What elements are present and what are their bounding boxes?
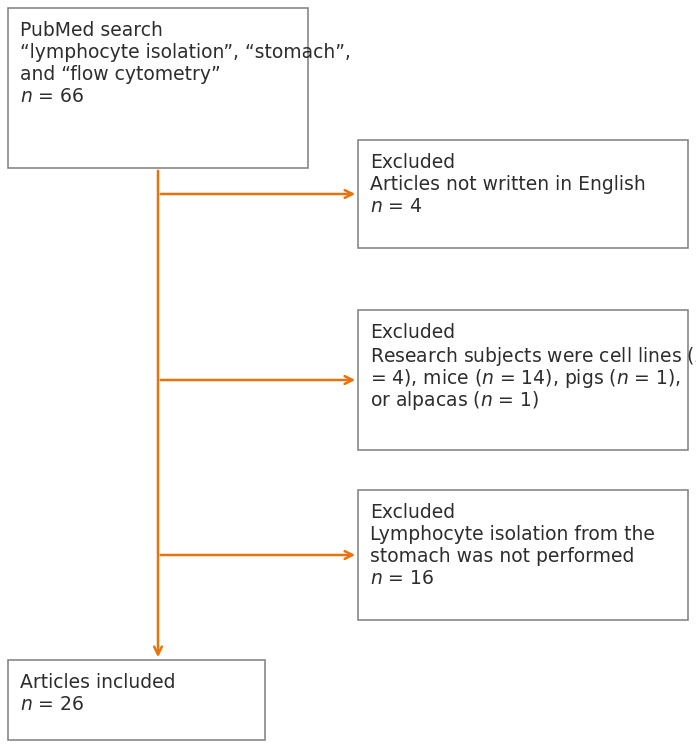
Text: Articles not written in English: Articles not written in English xyxy=(370,175,646,194)
Bar xyxy=(358,140,688,248)
Text: Excluded: Excluded xyxy=(370,153,455,172)
Text: “lymphocyte isolation”, “stomach”,: “lymphocyte isolation”, “stomach”, xyxy=(20,43,351,62)
Text: Excluded: Excluded xyxy=(370,503,455,522)
Bar xyxy=(8,8,308,168)
Text: PubMed search: PubMed search xyxy=(20,21,163,40)
Text: $n$ = 4: $n$ = 4 xyxy=(370,197,422,216)
Text: $n$ = 26: $n$ = 26 xyxy=(20,695,84,714)
Text: = 4), mice ($n$ = 14), pigs ($n$ = 1),: = 4), mice ($n$ = 14), pigs ($n$ = 1), xyxy=(370,367,681,390)
Bar xyxy=(358,490,688,620)
Text: Research subjects were cell lines ($n$: Research subjects were cell lines ($n$ xyxy=(370,345,696,368)
Text: $n$ = 66: $n$ = 66 xyxy=(20,87,84,106)
Text: or alpacas ($n$ = 1): or alpacas ($n$ = 1) xyxy=(370,389,539,412)
Text: $n$ = 16: $n$ = 16 xyxy=(370,569,434,588)
Text: stomach was not performed: stomach was not performed xyxy=(370,547,634,566)
Text: Excluded: Excluded xyxy=(370,323,455,342)
Text: Lymphocyte isolation from the: Lymphocyte isolation from the xyxy=(370,525,655,544)
Bar xyxy=(358,310,688,450)
Text: Articles included: Articles included xyxy=(20,673,175,692)
Bar xyxy=(8,660,265,740)
Text: and “flow cytometry”: and “flow cytometry” xyxy=(20,65,221,84)
